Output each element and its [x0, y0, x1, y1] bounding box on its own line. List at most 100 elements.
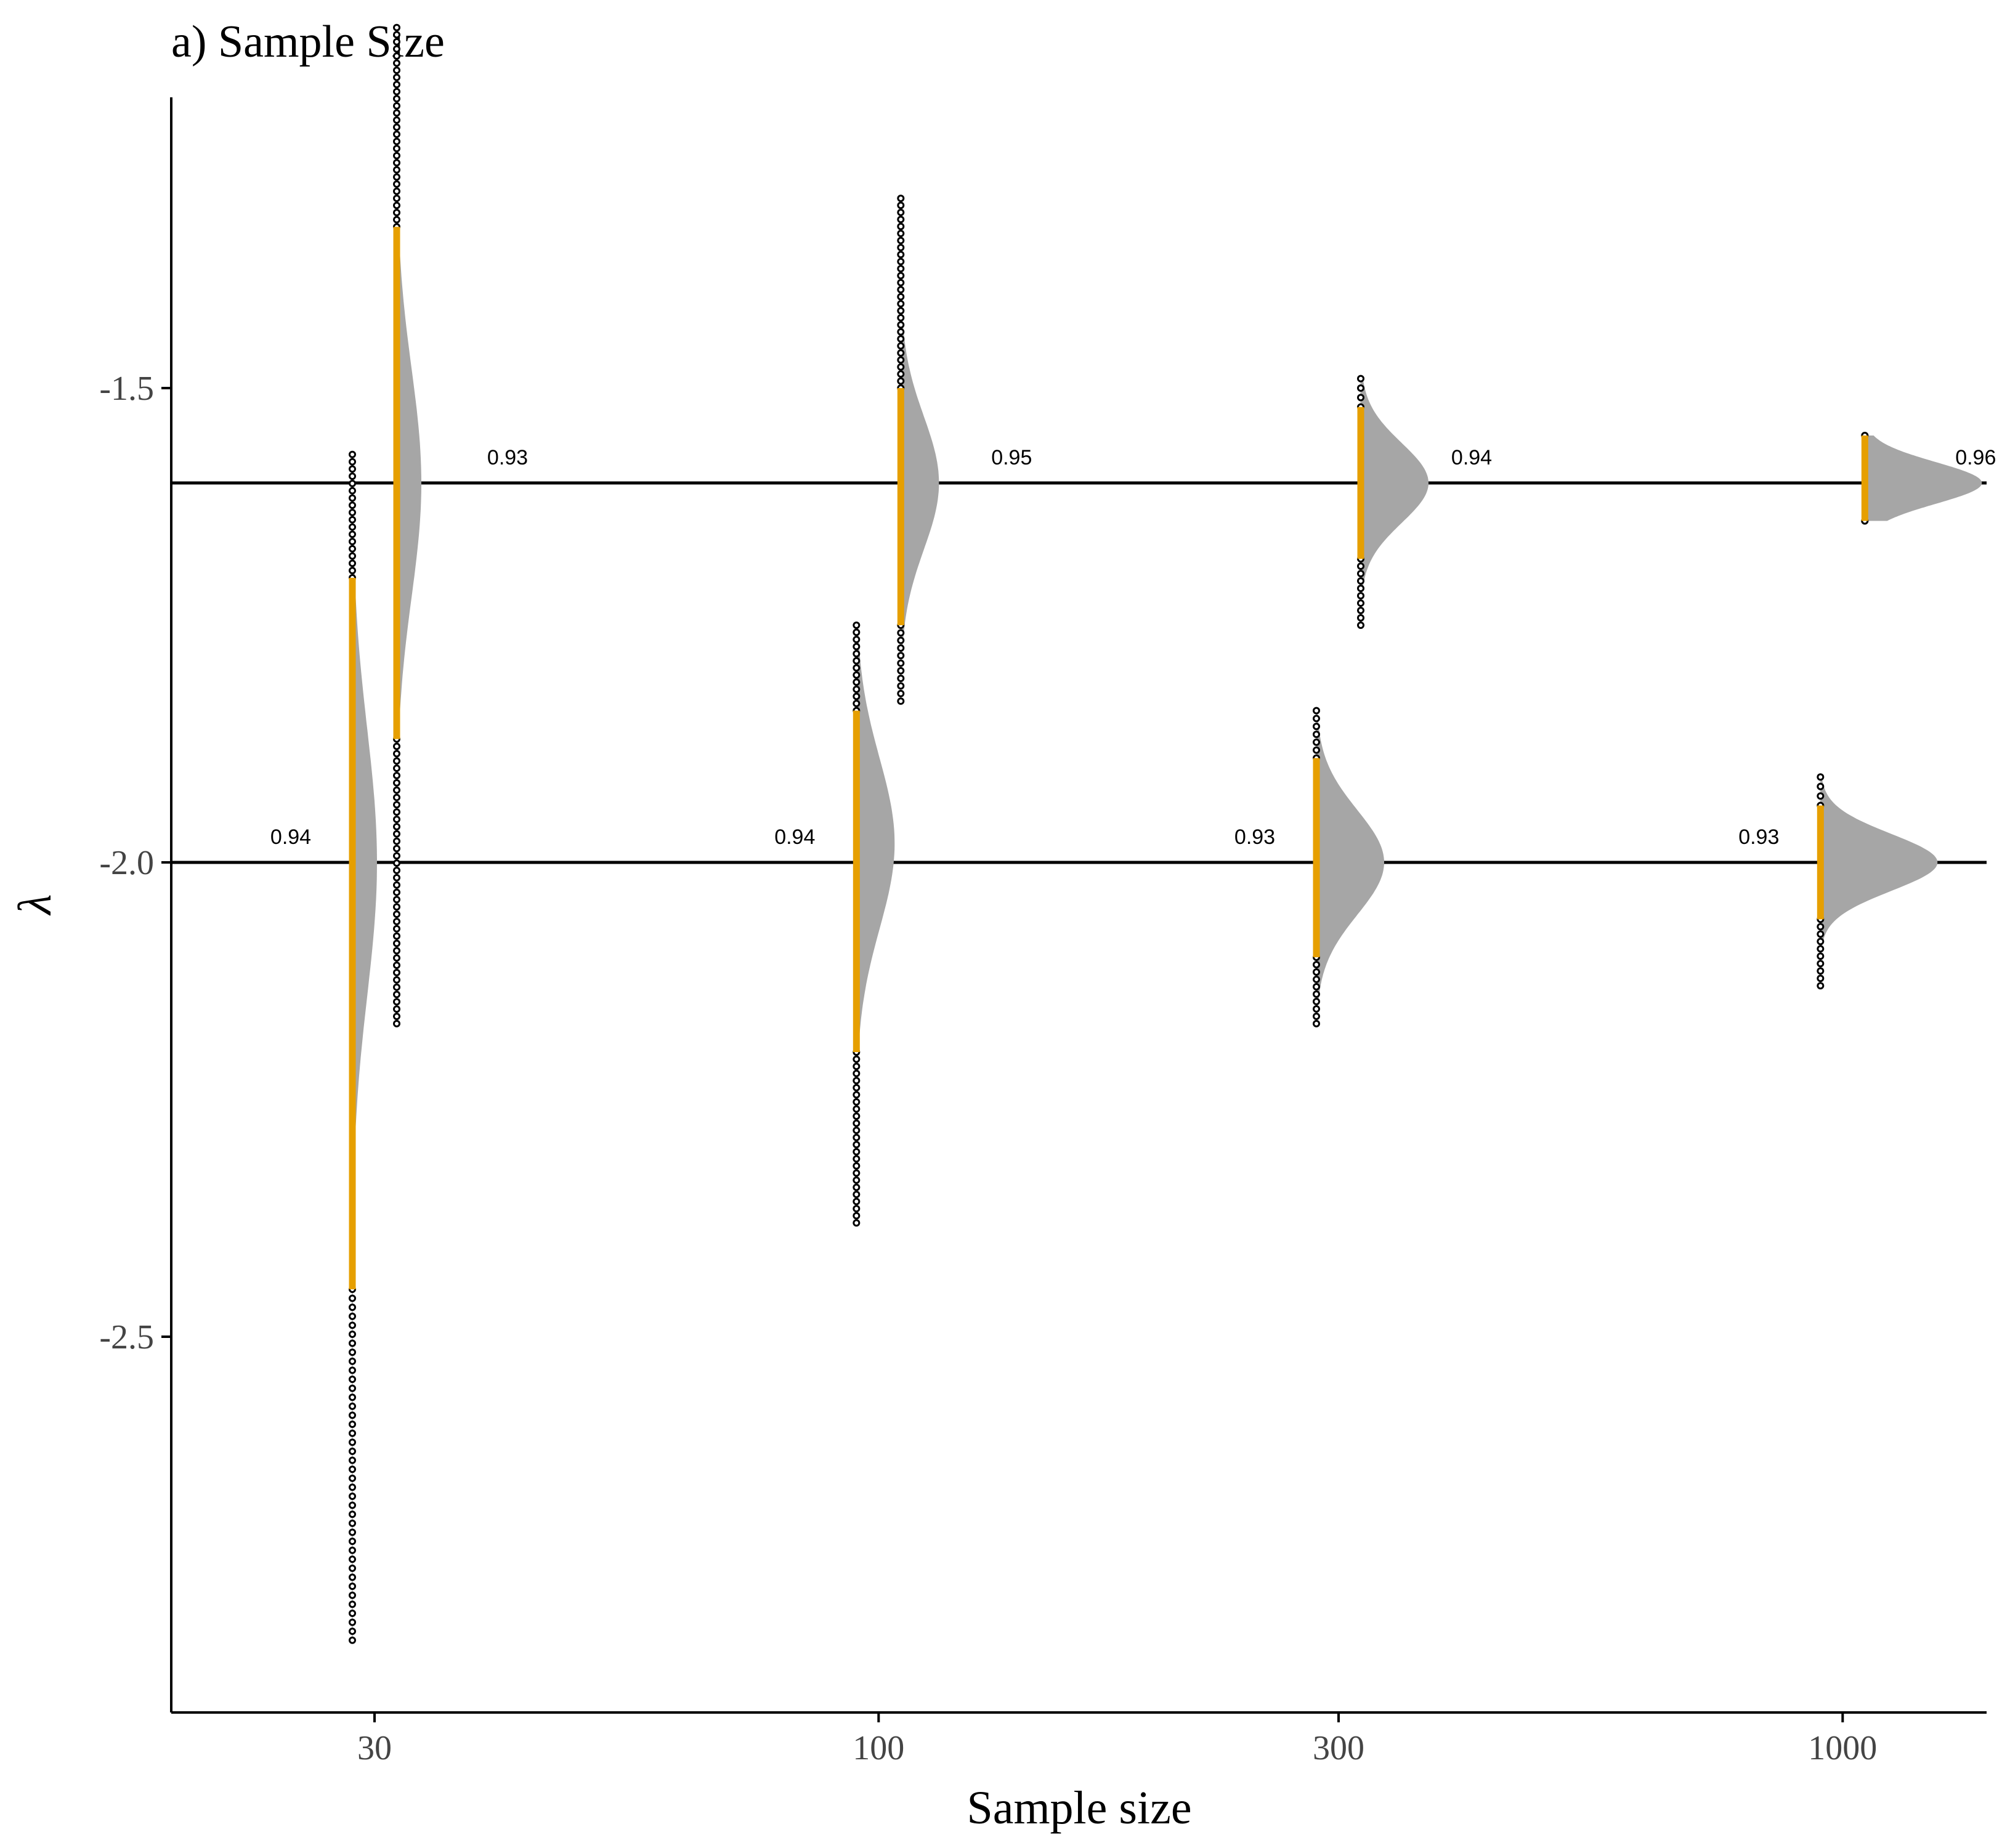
outlier-point: [349, 1555, 356, 1563]
density-shape: [1820, 777, 1938, 986]
outlier-point: [1357, 614, 1364, 622]
outlier-point: [897, 328, 905, 336]
outlier-point: [393, 742, 400, 750]
outlier-point: [349, 509, 356, 517]
outlier-point: [349, 1493, 356, 1501]
outlier-point: [349, 1474, 356, 1482]
outlier-point: [1817, 982, 1825, 990]
x-axis-title: Sample size: [967, 1782, 1191, 1834]
outlier-point: [393, 954, 400, 962]
y-ticks: -1.5 -2.0 -2.5: [99, 370, 171, 1356]
outlier-point: [349, 552, 356, 560]
outlier-point: [897, 689, 905, 697]
outlier-point: [349, 1393, 356, 1401]
outlier-point: [349, 1636, 356, 1644]
outlier-point: [1313, 997, 1320, 1005]
outlier-point: [897, 272, 905, 280]
outlier-point: [897, 201, 905, 209]
outlier-point: [1817, 930, 1825, 938]
outlier-point: [853, 1077, 861, 1085]
outlier-point: [393, 73, 400, 81]
outlier-point: [349, 1573, 356, 1581]
y-tick-label: -1.5: [99, 370, 154, 408]
outlier-point: [349, 1564, 356, 1572]
outlier-point: [1357, 607, 1364, 615]
outlier-point: [393, 917, 400, 925]
outlier-point: [349, 545, 356, 553]
x-tick-label: 100: [853, 1729, 904, 1767]
outlier-point: [393, 750, 400, 758]
outlier-point: [349, 1438, 356, 1446]
outlier-point: [349, 1456, 356, 1464]
outlier-point: [349, 1366, 356, 1374]
raincloud-group: [897, 195, 939, 705]
outlier-point: [349, 1376, 356, 1384]
outlier-point: [853, 1112, 861, 1120]
outlier-point: [1817, 967, 1825, 975]
density-shape: [397, 27, 421, 1024]
outlier-point: [853, 1219, 861, 1227]
outlier-point: [349, 1528, 356, 1536]
outlier-point: [1357, 585, 1364, 593]
outlier-point: [853, 692, 861, 700]
outlier-point: [853, 1191, 861, 1198]
outlier-point: [393, 131, 400, 139]
outlier-point: [349, 530, 356, 538]
outlier-point: [393, 180, 400, 188]
outlier-point: [349, 1510, 356, 1518]
outlier-point: [853, 1127, 861, 1135]
outlier-point: [853, 1119, 861, 1127]
outlier-point: [349, 1402, 356, 1410]
outlier-point: [393, 939, 400, 947]
outlier-point: [897, 349, 905, 357]
outlier-point: [853, 1148, 861, 1156]
outlier-point: [393, 52, 400, 60]
outlier-point: [1817, 792, 1825, 800]
outlier-point: [393, 145, 400, 153]
outlier-point: [393, 962, 400, 970]
outlier-point: [897, 300, 905, 308]
outlier-point: [1313, 1005, 1320, 1013]
outlier-point: [897, 370, 905, 378]
outlier-point: [349, 1627, 356, 1635]
outlier-point: [853, 1176, 861, 1184]
outlier-point: [349, 538, 356, 546]
outlier-point: [853, 1141, 861, 1149]
density-shape: [856, 625, 895, 1223]
outlier-point: [349, 1321, 356, 1329]
outlier-point: [349, 1357, 356, 1365]
outlier-point: [393, 209, 400, 217]
outlier-point: [1313, 990, 1320, 998]
outlier-point: [393, 123, 400, 131]
outlier-point: [393, 159, 400, 167]
outlier-point: [853, 664, 861, 672]
outlier-point: [897, 342, 905, 350]
outlier-point: [853, 700, 861, 708]
outlier-point: [393, 896, 400, 904]
outlier-point: [1357, 622, 1364, 629]
outlier-point: [853, 642, 861, 650]
outlier-point: [897, 652, 905, 660]
outlier-point: [1817, 952, 1825, 960]
outlier-point: [393, 187, 400, 195]
outlier-point: [349, 1609, 356, 1617]
coverage-label: 0.94: [270, 825, 311, 849]
density-shape: [901, 198, 939, 702]
outlier-point: [349, 1348, 356, 1356]
outlier-point: [349, 1303, 356, 1311]
outlier-point: [393, 67, 400, 75]
raincloud-group: [1817, 773, 1938, 990]
outlier-point: [393, 87, 400, 95]
outlier-point: [897, 321, 905, 329]
outlier-point: [393, 81, 400, 89]
x-ticks: 30 100 300 1000: [357, 1712, 1877, 1767]
outlier-point: [897, 251, 905, 259]
outlier-point: [1817, 923, 1825, 931]
outlier-point: [349, 1483, 356, 1491]
outlier-point: [853, 1155, 861, 1163]
outlier-point: [1313, 723, 1320, 731]
y-axis-title: λ: [9, 894, 61, 916]
outlier-point: [853, 1183, 861, 1191]
outlier-point: [393, 779, 400, 787]
